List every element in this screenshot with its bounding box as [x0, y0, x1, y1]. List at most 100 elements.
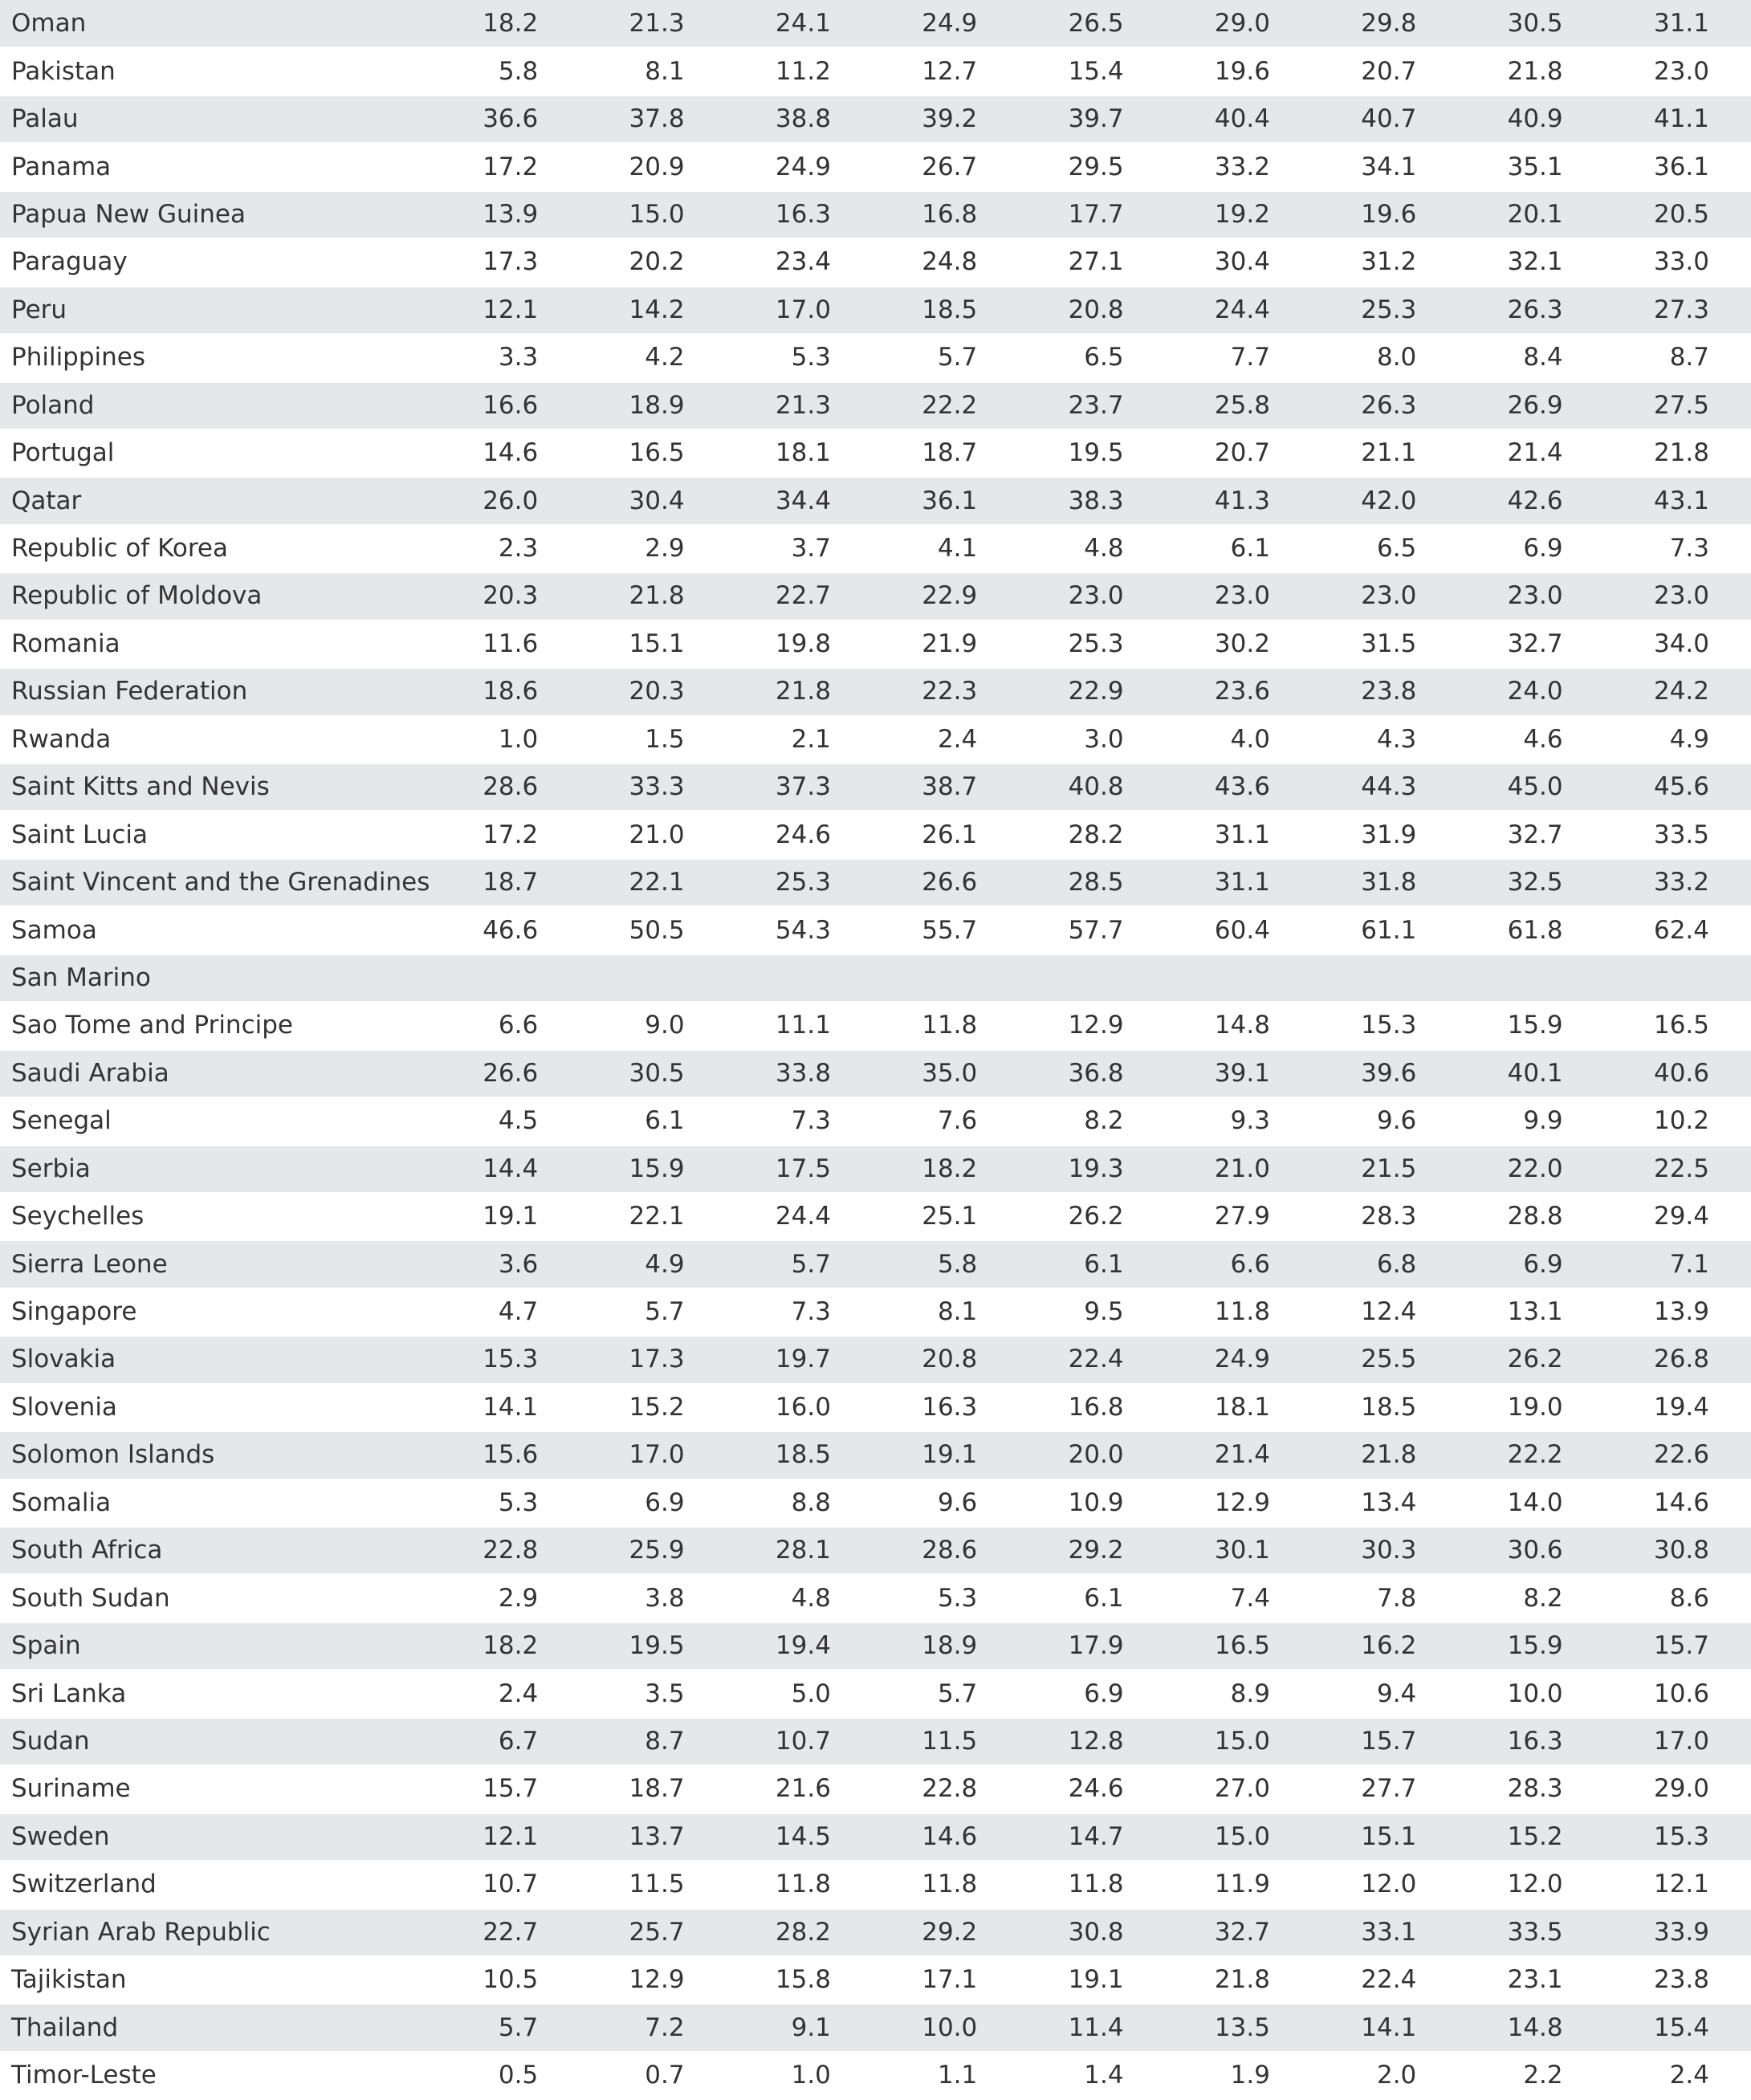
value-cell: 15.9 — [1458, 1622, 1605, 1671]
value-cell: 22.4 — [1311, 1956, 1459, 2005]
value-cell: 10.0 — [1458, 1670, 1605, 1719]
value-cell: 5.3 — [726, 334, 873, 383]
value-cell: 5.7 — [580, 1288, 727, 1337]
value-cell: 42.6 — [1458, 477, 1605, 526]
country-name: Saudi Arabia — [0, 1049, 434, 1099]
value-cell: 22.8 — [872, 1765, 1020, 1814]
value-cell: 39.6 — [1311, 1049, 1459, 1099]
value-cell: 6.9 — [580, 1479, 727, 1528]
value-cell: 4.0 — [1165, 715, 1312, 765]
value-cell: 15.0 — [580, 190, 727, 240]
value-cell: 16.3 — [726, 190, 873, 240]
country-name: Palau — [0, 95, 434, 144]
value-cell: 34.0 — [1604, 620, 1751, 669]
value-cell: 15.7 — [1311, 1717, 1459, 1767]
value-cell: 31.1 — [1165, 858, 1312, 908]
value-cell: 15.3 — [1311, 1002, 1459, 1051]
value-cell: 21.5 — [1311, 1145, 1459, 1194]
value-cell: 4.3 — [1311, 715, 1459, 765]
value-cell: 16.2 — [1311, 1622, 1459, 1671]
value-cell: 6.9 — [1019, 1670, 1166, 1719]
value-cell — [580, 954, 727, 1003]
value-cell: 8.2 — [1019, 1097, 1166, 1146]
value-cell: 10.7 — [433, 1861, 580, 1910]
value-cell: 12.1 — [433, 286, 580, 336]
table-row: Singapore 4.7 5.7 7.3 8.1 9.5 11.8 12.4 13.1 13.9 — [0, 1288, 1751, 1337]
value-cell: 1.4 — [1019, 2051, 1166, 2100]
value-cell: 4.5 — [433, 1097, 580, 1146]
country-name: Sao Tome and Principe — [0, 1002, 434, 1051]
value-cell: 27.9 — [1165, 1192, 1312, 1242]
value-cell: 16.5 — [580, 429, 727, 478]
value-cell: 28.2 — [726, 1908, 873, 1957]
value-cell: 11.8 — [726, 1861, 873, 1910]
value-cell: 34.1 — [1311, 143, 1459, 192]
value-cell: 28.1 — [726, 1527, 873, 1576]
value-cell: 15.9 — [580, 1145, 727, 1194]
country-name: Suriname — [0, 1765, 434, 1814]
value-cell: 8.7 — [580, 1717, 727, 1767]
value-cell: 33.3 — [580, 763, 727, 812]
value-cell: 7.6 — [872, 1097, 1020, 1146]
table-row: Oman 18.2 21.3 24.1 24.9 26.5 29.0 29.8 30.5 31.1 — [0, 0, 1751, 49]
value-cell: 16.8 — [872, 190, 1020, 240]
value-cell: 2.3 — [433, 524, 580, 574]
value-cell: 61.1 — [1311, 906, 1459, 955]
value-cell: 21.0 — [1165, 1145, 1312, 1194]
value-cell: 25.8 — [1165, 381, 1312, 430]
value-cell: 6.1 — [1019, 1240, 1166, 1289]
country-name: Seychelles — [0, 1192, 434, 1242]
value-cell: 24.2 — [1604, 668, 1751, 717]
country-name: Somalia — [0, 1479, 434, 1528]
value-cell: 20.1 — [1458, 190, 1605, 240]
value-cell: 25.5 — [1311, 1336, 1459, 1385]
value-cell: 23.0 — [1165, 572, 1312, 621]
value-cell: 6.8 — [1311, 1240, 1459, 1289]
value-cell: 60.4 — [1165, 906, 1312, 955]
value-cell: 16.8 — [1019, 1383, 1166, 1433]
table-row: Palau 36.6 37.8 38.8 39.2 39.7 40.4 40.7 40.9 41.… — [0, 95, 1751, 144]
value-cell: 30.5 — [1458, 0, 1605, 49]
value-cell: 21.8 — [726, 668, 873, 717]
value-cell: 12.1 — [433, 1813, 580, 1862]
value-cell: 32.7 — [1458, 811, 1605, 860]
value-cell: 14.1 — [1311, 2004, 1459, 2053]
value-cell: 28.8 — [1458, 1192, 1605, 1242]
value-cell: 40.4 — [1165, 95, 1312, 144]
value-cell: 11.4 — [1019, 2004, 1166, 2053]
value-cell: 22.2 — [1458, 1431, 1605, 1480]
value-cell: 1.0 — [433, 715, 580, 765]
country-name: Rwanda — [0, 715, 434, 765]
value-cell: 21.8 — [1311, 1431, 1459, 1480]
value-cell: 22.9 — [872, 572, 1020, 621]
value-cell: 20.5 — [1604, 190, 1751, 240]
value-cell: 4.9 — [1604, 715, 1751, 765]
value-cell: 18.9 — [872, 1622, 1020, 1671]
value-cell: 9.6 — [872, 1479, 1020, 1528]
value-cell: 18.5 — [1311, 1383, 1459, 1433]
value-cell: 8.1 — [580, 47, 727, 96]
value-cell: 15.6 — [433, 1431, 580, 1480]
table-row: Sweden 12.1 13.7 14.5 14.6 14.7 15.0 15.1 15.2 15… — [0, 1813, 1751, 1862]
value-cell: 15.8 — [726, 1956, 873, 2005]
value-cell: 24.6 — [1019, 1765, 1166, 1814]
value-cell: 14.4 — [433, 1145, 580, 1194]
country-name: Portugal — [0, 429, 434, 478]
table-row: Saint Vincent and the Grenadines 18.7 22.1… — [0, 858, 1751, 908]
value-cell: 22.1 — [580, 1192, 727, 1242]
value-cell: 21.0 — [580, 811, 727, 860]
value-cell: 32.1 — [1458, 238, 1605, 287]
table-row: Pakistan 5.8 8.1 11.2 12.7 15.4 19.6 20.7 21.8 23… — [0, 47, 1751, 96]
table-row: Poland 16.6 18.9 21.3 22.2 23.7 25.8 26.3 26.9 27… — [0, 381, 1751, 430]
country-name: Senegal — [0, 1097, 434, 1146]
country-name: Saint Kitts and Nevis — [0, 763, 434, 812]
value-cell: 3.5 — [580, 1670, 727, 1719]
value-cell: 22.0 — [1458, 1145, 1605, 1194]
value-cell: 2.4 — [872, 715, 1020, 765]
value-cell: 38.3 — [1019, 477, 1166, 526]
country-name: Saint Vincent and the Grenadines — [0, 858, 434, 908]
table-row: Peru 12.1 14.2 17.0 18.5 20.8 24.4 25.3 26.3 27.3 — [0, 286, 1751, 336]
value-cell: 24.1 — [726, 0, 873, 49]
value-cell: 26.9 — [1458, 381, 1605, 430]
value-cell: 22.6 — [1604, 1431, 1751, 1480]
